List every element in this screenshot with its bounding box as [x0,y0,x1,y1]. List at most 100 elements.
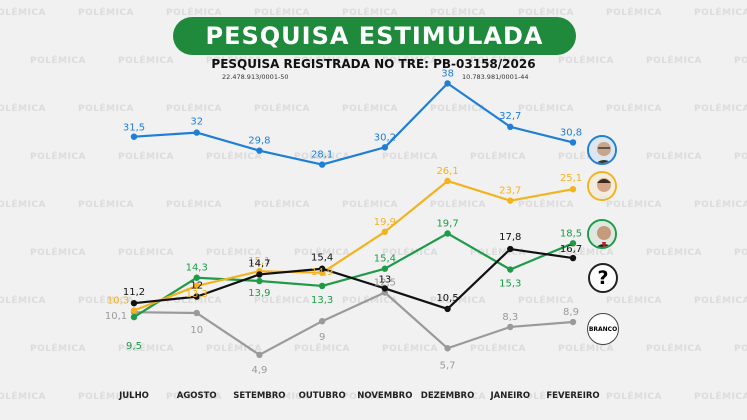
data-point [569,139,577,146]
data-point [507,197,514,204]
series-line [133,179,574,312]
data-label: 30,8 [560,127,582,138]
data-label: 15,4 [311,253,333,264]
person-icon [589,137,615,163]
data-point [193,282,200,290]
series-line [133,291,574,356]
data-label: 13 [378,274,391,285]
candidate-yellow-avatar [587,171,617,201]
person-icon [589,221,615,247]
data-point [130,313,138,321]
blank-vote-badge: BRANCO [587,313,619,345]
data-point [381,285,389,292]
x-tick-label: SETEMBRO [233,391,286,401]
data-point [444,345,451,352]
data-label: 13,9 [248,288,270,299]
data-point [507,245,514,253]
data-point [318,318,326,325]
data-label: 8,9 [563,307,579,318]
person-icon [589,173,615,199]
data-label: 18,5 [560,228,582,239]
data-point [381,228,389,236]
data-point [318,161,326,168]
data-point [444,80,451,87]
chart-subtitle: PESQUISA REGISTRADA NO TRE: PB-03158/202… [211,57,536,71]
candidate-blue-avatar [587,135,617,165]
x-tick-label: AGOSTO [176,391,217,401]
data-point [256,277,263,285]
data-point [444,305,451,313]
x-tick-label: JULHO [119,391,149,401]
candidate-green-avatar [587,219,617,249]
data-point [444,230,451,237]
data-point [569,240,577,247]
data-point [318,282,326,290]
x-tick-label: OUTUBRO [298,391,346,401]
data-label: 13,3 [311,295,333,306]
data-label: 19,7 [436,218,458,229]
series-line [133,82,574,166]
data-label: 29,8 [248,136,270,147]
data-label: 11,2 [123,287,145,298]
registration-right: 10.783.981/0001-44 [462,73,529,81]
data-label: 32 [190,117,203,128]
data-point [381,265,389,272]
data-label: 19,9 [374,217,396,228]
data-label: 15,1 [248,256,270,267]
data-point [256,147,263,154]
data-point [569,254,577,262]
data-label: 17,8 [499,232,521,243]
data-point [193,274,200,281]
data-label: 32,7 [499,111,521,122]
x-tick-label: NOVEMBRO [357,391,413,401]
chart-title: PESQUISA ESTIMULADA [205,22,544,50]
data-point [569,318,577,326]
data-point [130,133,138,140]
data-point [507,323,514,331]
data-label: 12,5 [374,278,396,289]
data-point [256,351,263,359]
x-tick-label: JANEIRO [490,391,531,401]
undecided-question-icon: ? [588,263,618,293]
data-point [381,144,389,151]
registration-left: 22.478.913/0001-50 [222,73,289,81]
data-point [193,129,200,136]
data-point [444,177,451,185]
data-point [193,309,200,317]
data-point [130,307,138,314]
data-label: 31,5 [123,123,145,134]
data-label: 38 [441,68,454,79]
x-tick-label: FEVEREIRO [546,391,600,401]
series-line [133,232,574,319]
data-label: 10 [190,325,203,336]
data-label: 28,1 [311,150,333,161]
data-label: 30,2 [374,132,396,143]
data-label: 23,7 [499,186,521,197]
data-label: 14,3 [186,263,208,274]
data-label: 4,9 [251,365,267,376]
data-label: 10,3 [107,296,129,307]
data-label: 9,5 [126,341,142,352]
data-point [507,266,514,273]
data-point [507,123,514,131]
data-label: 16,7 [560,244,582,255]
data-label: 15,4 [374,254,396,265]
data-label: 8,3 [502,312,518,323]
data-point [569,185,577,193]
data-point [256,271,263,278]
x-tick-label: DEZEMBRO [420,391,475,401]
data-label: 10,5 [436,293,458,304]
data-point [130,299,138,307]
data-label: 12 [190,281,203,292]
data-label: 13,3 [186,289,208,300]
data-label: 15,3 [499,279,521,290]
data-label: 5,7 [440,360,456,371]
data-label: 9 [319,332,325,343]
data-point [193,293,200,300]
data-label: 26,1 [436,166,458,177]
data-label: 14,9 [311,267,333,278]
series-line [133,247,574,310]
data-label: 14,7 [248,258,270,269]
data-label: 10,1 [105,311,127,322]
